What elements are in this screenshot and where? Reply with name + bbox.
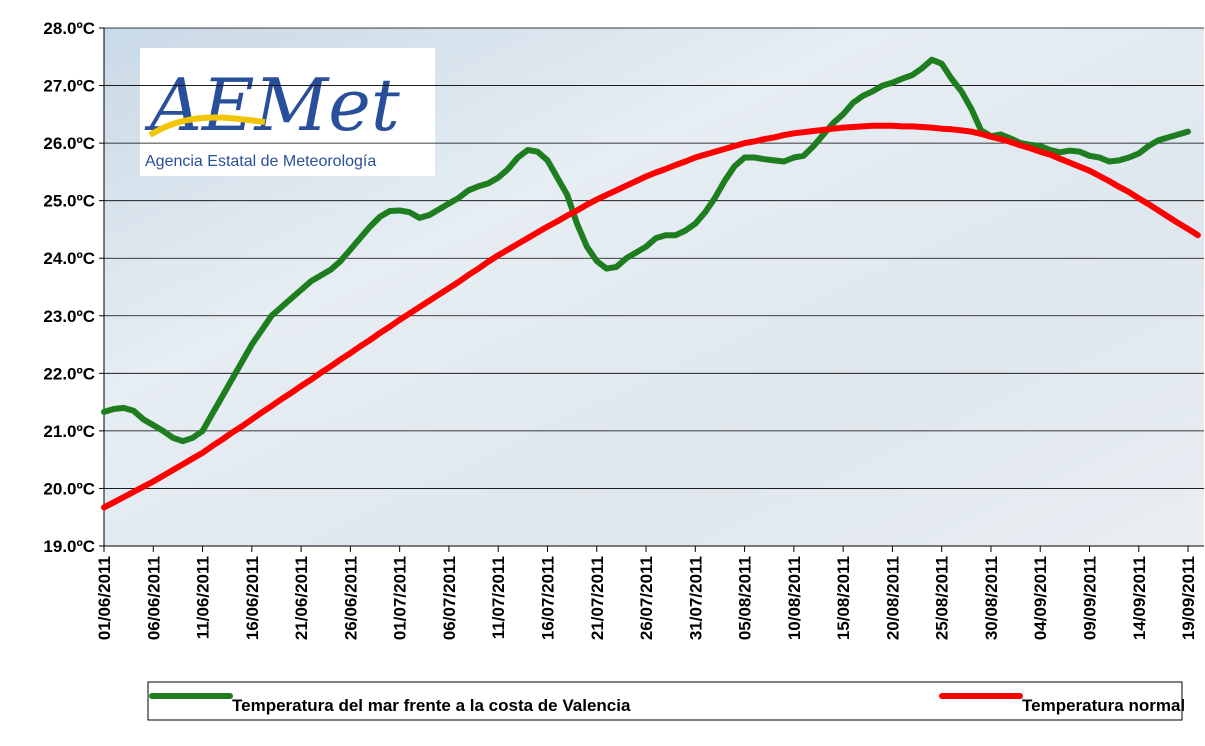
x-tick-label: 16/06/2011 (243, 556, 262, 640)
y-tick-label: 26.0ºC (43, 134, 95, 153)
x-tick-label: 25/08/2011 (933, 556, 952, 640)
x-tick-label: 04/09/2011 (1031, 556, 1050, 640)
y-tick-label: 22.0ºC (43, 364, 95, 383)
x-tick-label: 14/09/2011 (1130, 556, 1149, 640)
y-tick-label: 25.0ºC (43, 192, 95, 211)
x-tick-label: 05/08/2011 (736, 556, 755, 640)
y-tick-label: 23.0ºC (43, 307, 95, 326)
x-tick-label: 06/06/2011 (144, 556, 163, 640)
x-tick-label: 26/06/2011 (341, 556, 360, 640)
y-tick-label: 20.0ºC (43, 479, 95, 498)
legend-label: Temperatura normal (1022, 696, 1185, 715)
x-tick-label: 21/06/2011 (292, 556, 311, 640)
y-tick-label: 21.0ºC (43, 422, 95, 441)
x-tick-label: 26/07/2011 (637, 556, 656, 640)
x-tick-label: 01/07/2011 (391, 556, 410, 640)
x-tick-label: 10/08/2011 (785, 556, 804, 640)
chart: AEMet Agencia Estatal de Meteorología 19… (0, 0, 1205, 746)
x-tick-label: 21/07/2011 (588, 556, 607, 640)
logo: AEMet Agencia Estatal de Meteorología (140, 48, 435, 176)
y-tick-label: 27.0ºC (43, 77, 95, 96)
x-tick-label: 20/08/2011 (883, 556, 902, 640)
x-tick-label: 06/07/2011 (440, 556, 459, 640)
x-tick-label: 11/06/2011 (194, 556, 213, 639)
x-tick-label: 15/08/2011 (834, 556, 853, 640)
x-tick-label: 11/07/2011 (489, 556, 508, 639)
x-tick-label: 31/07/2011 (686, 556, 705, 640)
y-tick-label: 28.0ºC (43, 19, 95, 38)
x-tick-label: 30/08/2011 (982, 556, 1001, 640)
logo-text: AEMet (144, 63, 401, 147)
x-tick-label: 19/09/2011 (1179, 556, 1198, 640)
x-tick-label: 01/06/2011 (95, 556, 114, 640)
x-tick-label: 09/09/2011 (1081, 556, 1100, 640)
y-tick-label: 19.0ºC (43, 537, 95, 556)
x-tick-label: 16/07/2011 (538, 556, 557, 640)
y-tick-label: 24.0ºC (43, 249, 95, 268)
logo-subtitle: Agencia Estatal de Meteorología (145, 153, 376, 170)
legend-label: Temperatura del mar frente a la costa de… (232, 696, 631, 715)
